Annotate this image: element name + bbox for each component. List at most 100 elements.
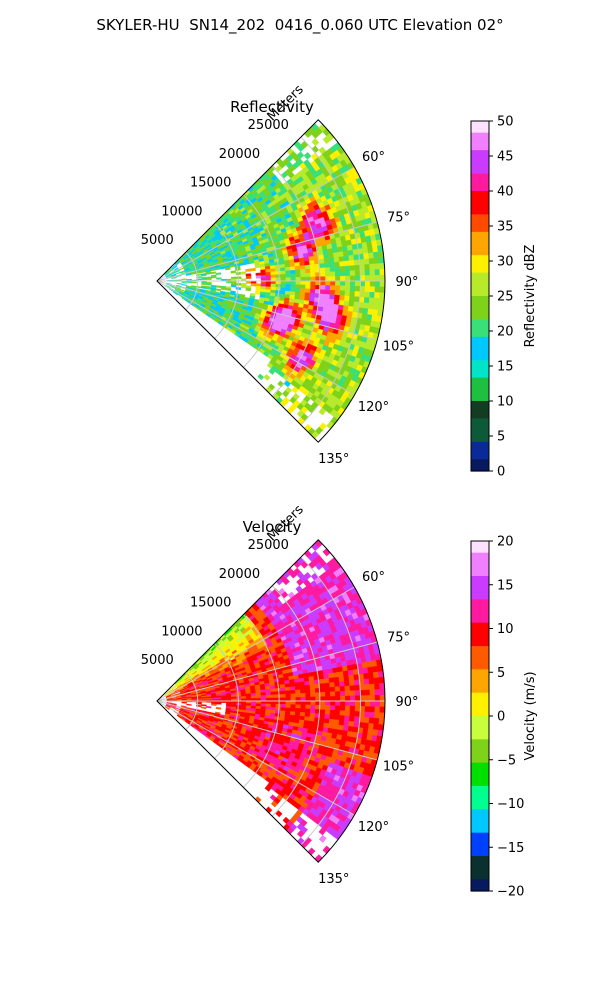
field-cell [294, 262, 301, 267]
field-cell [339, 285, 346, 292]
field-cell [275, 691, 281, 695]
field-cell [314, 854, 323, 863]
field-cell [373, 297, 380, 305]
colorbar-segment [471, 675, 489, 682]
range-tick-label: 25000 [248, 538, 289, 553]
field-cell [280, 694, 287, 698]
field-cell [368, 297, 375, 305]
field-cell [263, 374, 271, 381]
field-cell [363, 297, 370, 304]
field-cell [320, 280, 326, 286]
field-cell [300, 704, 306, 709]
field-cell [186, 281, 192, 284]
colorbar-segment [471, 202, 489, 210]
field-cell [305, 688, 311, 694]
colorbar-segment [471, 453, 489, 460]
field-cell [280, 707, 286, 712]
field-cell [205, 705, 212, 709]
field-cell [265, 274, 272, 279]
field-cell [285, 693, 291, 698]
colorbar-label: Velocity (m/s) [523, 671, 538, 760]
reflectivity-title: Reflectivity [230, 98, 314, 116]
field-cell [295, 704, 301, 709]
field-cell [329, 682, 336, 688]
field-cell [275, 703, 282, 708]
colorbar-segment [471, 436, 489, 443]
field-cell [345, 275, 351, 282]
colorbar-segment [471, 739, 489, 746]
field-cell [275, 267, 281, 272]
field-cell [305, 692, 311, 698]
field-cell [260, 692, 267, 696]
field-cell [325, 691, 331, 697]
field-cell [339, 715, 345, 721]
field-cell [270, 694, 277, 699]
field-cell [352, 306, 359, 314]
field-cell [255, 692, 262, 697]
field-cell [181, 702, 187, 704]
field-cell [285, 704, 291, 709]
field-cell [335, 275, 341, 282]
field-cell [245, 275, 252, 279]
field-cell [337, 251, 344, 258]
field-cell [176, 699, 182, 701]
colorbar-tick-label: 0 [497, 710, 505, 725]
field-cell [333, 719, 340, 726]
velocity-panel: Velocity 60°75°90°105°120°135°5000100001… [141, 502, 538, 899]
colorbar-segment [471, 161, 489, 169]
field-cell [260, 275, 267, 279]
field-cell [165, 285, 171, 289]
field-cell [354, 270, 361, 277]
colorbar-segment [471, 768, 489, 775]
field-cell [295, 273, 301, 278]
field-cell [303, 151, 312, 160]
field-cell [310, 704, 316, 710]
field-cell [319, 289, 326, 295]
field-cell [348, 254, 355, 262]
range-tick-label: 20000 [219, 567, 260, 582]
field-cell [295, 689, 301, 694]
colorbar-segment [471, 634, 489, 641]
field-cell [280, 277, 287, 282]
field-cell [343, 300, 350, 307]
field-cell [323, 258, 330, 264]
colorbar-segment [471, 716, 489, 723]
field-cell [285, 707, 291, 712]
field-cell [325, 705, 331, 711]
colorbar-segment [471, 581, 489, 589]
field-cell [320, 705, 326, 711]
field-cell [299, 681, 306, 687]
colorbar-segment [471, 266, 489, 274]
field-cell [305, 288, 311, 294]
colorbar-segment [471, 121, 489, 128]
field-cell [240, 696, 247, 699]
field-cell [285, 280, 292, 285]
field-cell [379, 268, 385, 276]
colorbar-segment [471, 552, 489, 560]
colorbar-segment [471, 873, 489, 880]
colorbar-segment [471, 803, 489, 810]
colorbar-segment [471, 838, 489, 845]
colorbar-segment [471, 780, 489, 787]
field-cell [164, 272, 170, 276]
colorbar-segment [471, 366, 489, 373]
field-cell [349, 295, 355, 302]
field-cell [364, 291, 371, 298]
field-cell [343, 675, 350, 682]
field-cell [324, 709, 331, 715]
field-cell [330, 271, 336, 277]
field-cell [176, 282, 182, 285]
field-cell [350, 700, 356, 707]
field-cell [368, 672, 375, 679]
colorbar-segment [471, 861, 489, 869]
field-cell [379, 700, 385, 708]
field-cell [338, 719, 345, 726]
colorbar-segment [471, 319, 489, 326]
field-cell [344, 705, 351, 712]
colorbar-segment [471, 797, 489, 805]
field-cell [305, 272, 311, 278]
field-cell [363, 258, 370, 265]
field-cell [270, 271, 277, 276]
colorbar-segment [471, 278, 489, 285]
field-cell [300, 284, 306, 289]
